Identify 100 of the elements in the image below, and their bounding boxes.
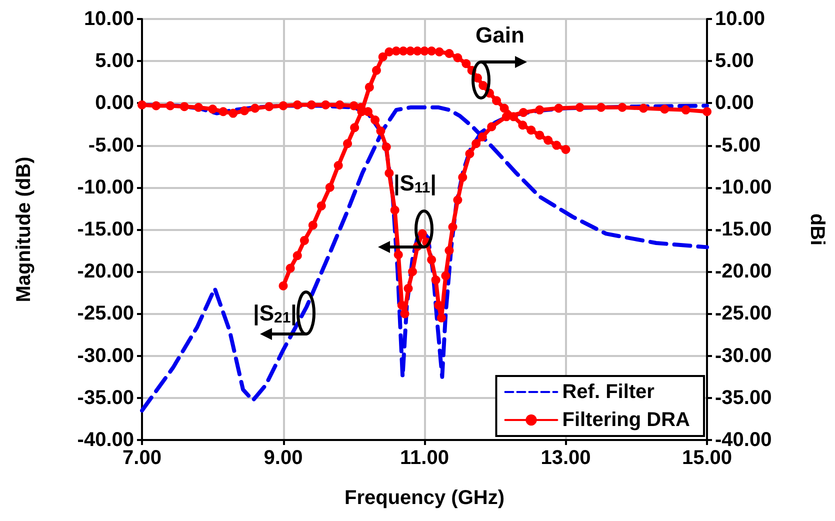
y2-tick-label: -15.00 <box>715 218 772 240</box>
point <box>472 139 481 148</box>
y2-tick-label: 10.00 <box>715 8 766 30</box>
point <box>434 47 444 56</box>
point <box>384 168 394 178</box>
point <box>535 130 544 140</box>
point <box>465 149 474 158</box>
legend-label: Filtering DRA <box>562 409 690 431</box>
annotation: Gain <box>476 22 524 48</box>
point <box>152 101 161 110</box>
point <box>180 102 189 112</box>
x-axis-title: Frequency (GHz) <box>344 487 505 509</box>
point <box>376 126 386 136</box>
point <box>681 105 690 114</box>
point <box>448 222 458 232</box>
point <box>264 102 274 112</box>
point <box>431 276 440 285</box>
point <box>618 102 627 112</box>
y2-tick-label: 0.00 <box>715 92 754 114</box>
point <box>250 104 260 113</box>
point <box>390 206 400 215</box>
point <box>427 255 436 264</box>
point <box>575 102 584 112</box>
point <box>427 46 436 56</box>
point <box>458 172 468 182</box>
point <box>378 52 388 62</box>
point <box>444 246 454 256</box>
y2-tick-label: 5.00 <box>715 50 754 72</box>
y-tick-label: 10.00 <box>84 8 134 30</box>
point <box>240 106 249 116</box>
point <box>325 182 334 192</box>
point <box>335 100 344 110</box>
point <box>334 161 343 170</box>
point <box>316 201 326 210</box>
point <box>208 104 218 114</box>
point <box>535 105 544 114</box>
point <box>408 267 417 276</box>
point <box>500 104 509 113</box>
point <box>518 108 528 117</box>
point <box>343 139 352 148</box>
point <box>487 122 496 132</box>
point <box>552 140 562 150</box>
y-tick-label: -20.00 <box>77 260 134 283</box>
y-axis-title: Magnitude (dB) <box>13 156 35 302</box>
point <box>638 104 648 113</box>
x-tick-label: 9.00 <box>264 447 303 469</box>
point <box>370 116 380 125</box>
point <box>462 59 471 68</box>
point <box>278 281 288 290</box>
y-tick-label: -35.00 <box>77 386 134 409</box>
y-tick-label: -30.00 <box>77 344 134 367</box>
point <box>278 101 288 110</box>
y2-tick-label: -25.00 <box>715 302 772 325</box>
point <box>596 102 606 112</box>
point <box>292 100 302 110</box>
point <box>364 82 374 92</box>
y2-tick-label: -35.00 <box>715 386 772 409</box>
y-tick-label: -5.00 <box>88 134 134 156</box>
point <box>492 96 502 106</box>
point <box>300 236 309 245</box>
y-tick-label: -15.00 <box>77 218 134 240</box>
point <box>702 107 712 116</box>
x-tick-label: 11.00 <box>400 447 449 469</box>
point <box>404 284 413 293</box>
point <box>526 126 536 135</box>
y2-tick-label: -5.00 <box>715 134 761 156</box>
point <box>453 53 462 62</box>
legend-label: Ref. Filter <box>562 381 655 403</box>
point <box>453 196 462 205</box>
point <box>518 120 528 130</box>
point <box>372 66 381 75</box>
point <box>194 102 203 112</box>
point <box>307 100 316 110</box>
y-tick-label: 0.00 <box>95 92 134 114</box>
point <box>436 313 446 322</box>
point <box>554 104 564 113</box>
point <box>286 264 295 273</box>
y-tick-label: -25.00 <box>77 302 134 325</box>
point <box>138 100 146 110</box>
point <box>308 220 318 230</box>
point <box>400 309 410 318</box>
point <box>444 49 454 58</box>
y2-axis-title: dBi <box>806 213 828 246</box>
point <box>228 108 238 118</box>
point <box>350 123 360 132</box>
y2-tick-label: -20.00 <box>715 260 772 283</box>
point <box>166 101 175 110</box>
point <box>218 107 228 116</box>
point <box>441 271 450 280</box>
point <box>544 136 553 145</box>
point <box>321 100 330 110</box>
y-tick-label: 5.00 <box>95 50 134 72</box>
y-tick-label: -10.00 <box>77 176 134 198</box>
x-tick-label: 13.00 <box>540 447 591 469</box>
point <box>478 81 488 90</box>
point <box>561 145 570 154</box>
point <box>382 142 391 152</box>
y2-tick-label: -10.00 <box>715 176 772 198</box>
point <box>660 104 670 114</box>
point <box>478 132 487 142</box>
